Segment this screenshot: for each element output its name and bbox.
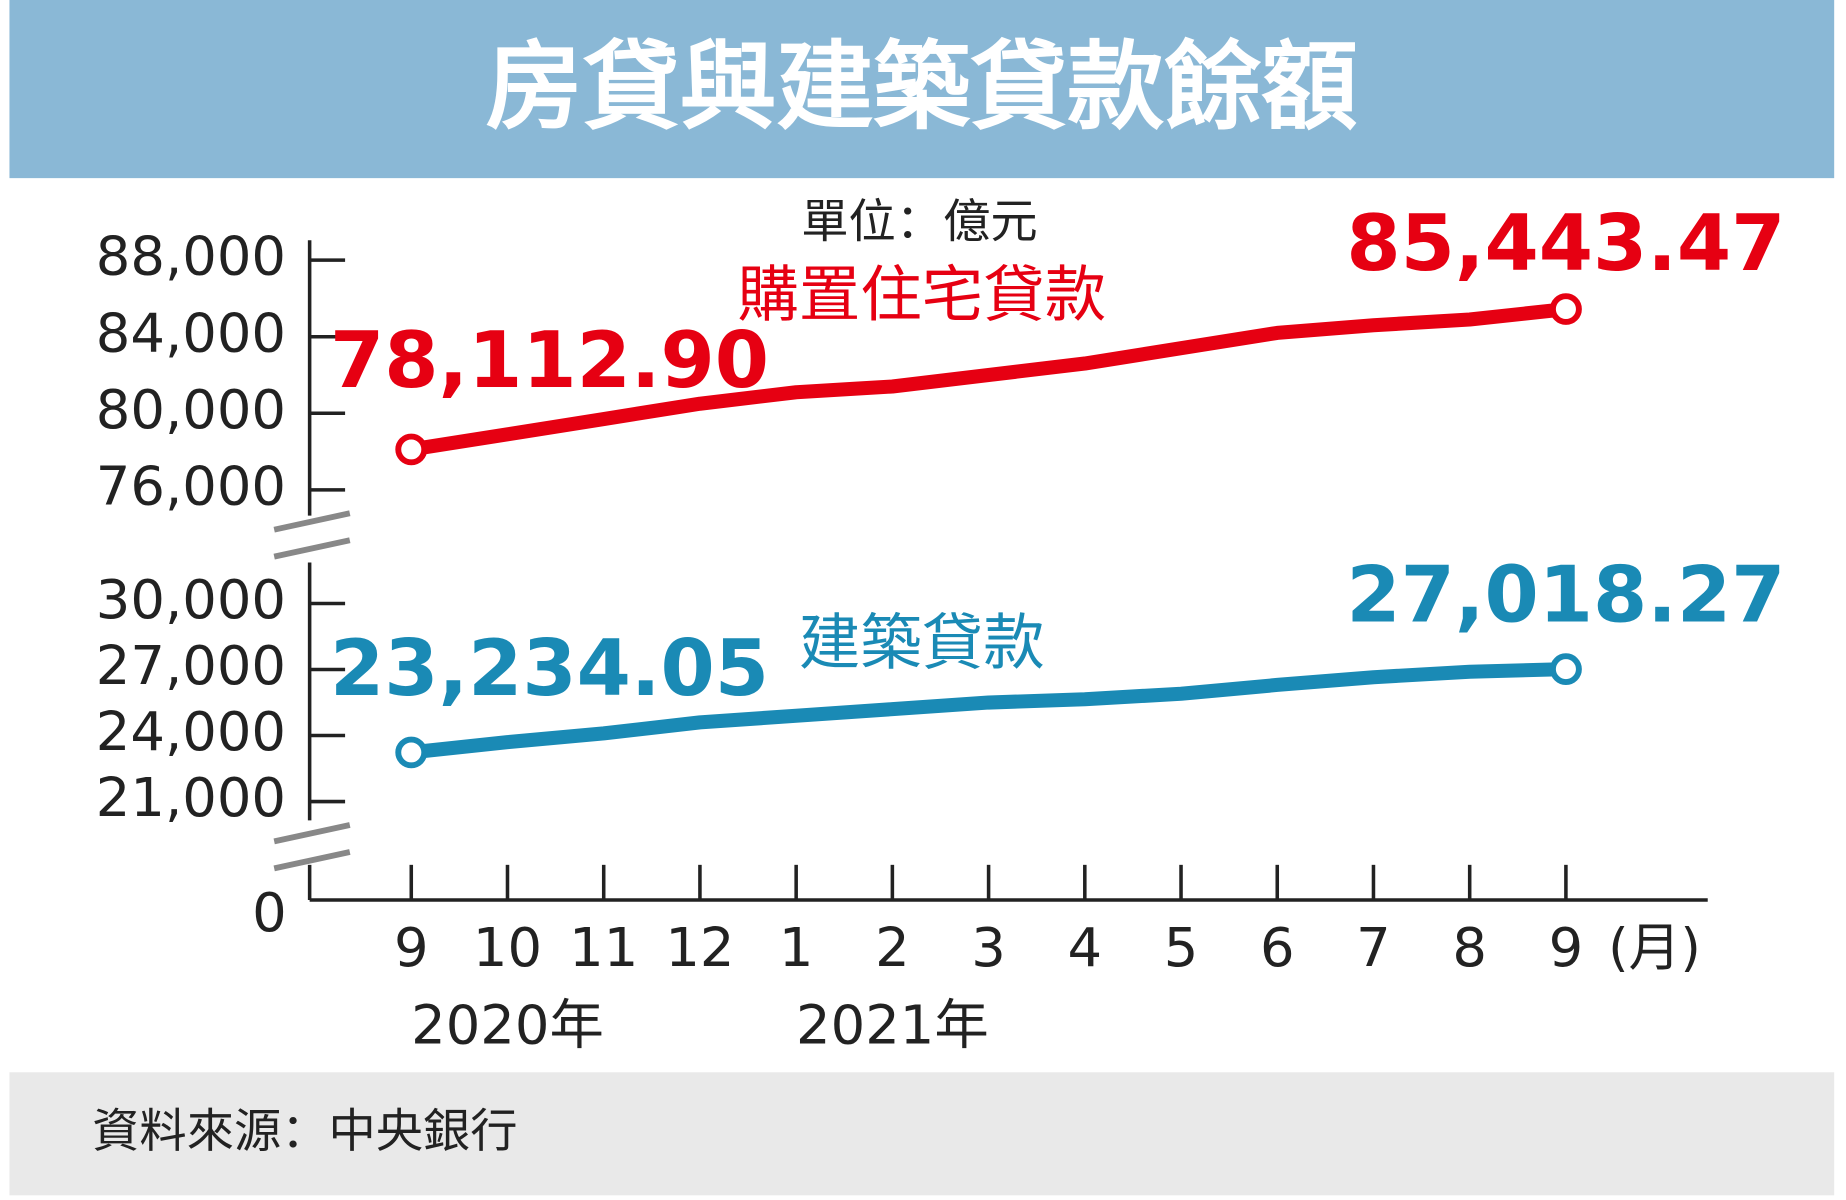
y-tick-label: 27,000 [96,634,286,697]
x-tick-label: 1 [779,916,814,979]
x-tick-label: 6 [1260,916,1295,979]
x-tick-label: 3 [971,916,1006,979]
value-label: 23,234.05 [330,625,769,715]
header [9,0,1835,179]
x-tick-label: 2 [875,916,910,979]
x-tick-label: 7 [1356,916,1391,979]
y-tick-label: 30,000 [96,568,286,631]
unit-label: 單位：億元 [801,195,1037,250]
y-tick-label: 21,000 [96,766,286,829]
y-tick-label: 24,000 [96,700,286,763]
break-mark [273,537,351,560]
x-tick-label: 9 [394,916,429,979]
year-label: 2020年 [411,994,604,1057]
chart-title: 房貸與建築貸款餘額 [486,30,1358,143]
x-tick-label: 5 [1164,916,1199,979]
y-tick-label: 84,000 [96,302,286,365]
end-marker [395,736,428,769]
x-tick-label: 11 [569,916,638,979]
x-unit: (月) [1608,919,1701,979]
end-marker [1549,293,1582,325]
series-name: 購置住宅貸款 [737,260,1106,331]
x-tick-label: 9 [1549,916,1584,979]
value-label: 85,443.47 [1346,199,1785,289]
year-label: 2021年 [796,994,989,1057]
x-tick-label: 4 [1068,916,1103,979]
x-tick-label: 10 [473,916,542,979]
end-marker [395,433,428,466]
series-line [404,302,1573,457]
y-tick-label: 80,000 [96,378,286,441]
y-tick-label: 76,000 [96,455,286,518]
break-mark [273,510,351,533]
footer [9,1072,1835,1196]
axis-lines [307,240,1708,902]
value-label: 27,018.27 [1346,551,1785,641]
series-line [404,662,1573,760]
y-tick-label: 88,000 [96,225,286,288]
origin-label: 0 [252,881,287,944]
axis-breaks [273,510,351,872]
x-tick-label: 8 [1452,916,1487,979]
break-mark [273,849,351,872]
value-label: 78,112.90 [330,316,769,406]
x-tick-label: 12 [665,916,734,979]
break-mark [273,822,351,845]
series-name: 建築貸款 [799,608,1045,679]
end-marker [1549,653,1582,685]
source: 資料來源：中央銀行 [92,1104,517,1159]
